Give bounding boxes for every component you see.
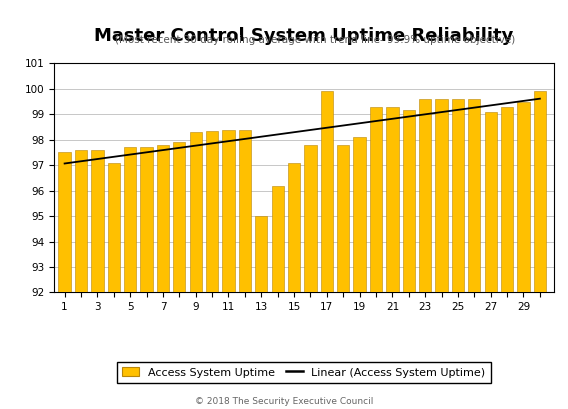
Bar xyxy=(436,99,448,292)
Bar xyxy=(140,147,153,292)
Bar xyxy=(157,145,169,292)
Bar xyxy=(534,91,546,292)
Title: Master Control System Uptime Reliability: Master Control System Uptime Reliability xyxy=(94,27,513,45)
Bar xyxy=(321,91,333,292)
Bar xyxy=(190,132,202,292)
Bar xyxy=(485,112,497,292)
Text: © 2018 The Security Executive Council: © 2018 The Security Executive Council xyxy=(195,397,373,406)
Bar xyxy=(517,101,529,292)
Bar xyxy=(337,145,349,292)
Bar xyxy=(255,216,268,292)
Bar xyxy=(91,150,103,292)
Bar xyxy=(452,99,464,292)
Bar xyxy=(304,145,316,292)
Bar xyxy=(124,147,136,292)
Bar xyxy=(59,153,71,292)
Bar xyxy=(468,99,481,292)
Bar xyxy=(386,107,399,292)
Text: (Most recent 30 day rolling average with trend line- 99.9% uptime objective): (Most recent 30 day rolling average with… xyxy=(115,35,515,45)
Bar xyxy=(370,107,382,292)
Bar xyxy=(239,130,251,292)
Bar xyxy=(222,130,235,292)
Bar xyxy=(206,131,218,292)
Bar xyxy=(272,186,284,292)
Bar xyxy=(288,163,300,292)
Bar xyxy=(501,107,513,292)
Bar xyxy=(107,163,120,292)
Bar xyxy=(173,142,186,292)
Legend: Access System Uptime, Linear (Access System Uptime): Access System Uptime, Linear (Access Sys… xyxy=(116,362,491,383)
Bar xyxy=(403,110,415,292)
Bar xyxy=(419,99,431,292)
Bar xyxy=(75,150,87,292)
Bar xyxy=(353,137,366,292)
